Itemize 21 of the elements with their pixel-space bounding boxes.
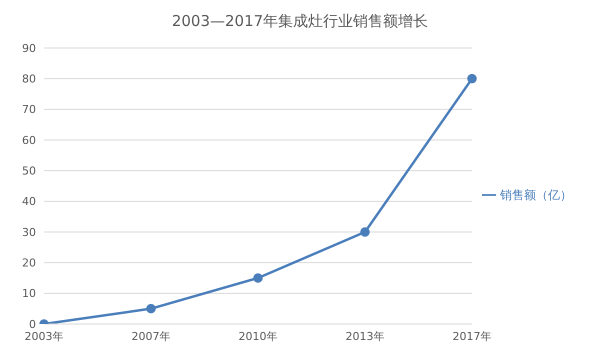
x-tick-label: 2017年: [452, 330, 492, 343]
y-tick-label: 20: [22, 256, 36, 270]
y-tick-label: 0: [29, 318, 36, 331]
chart-title: 2003—2017年集成灶行业销售额增长: [170, 11, 430, 32]
x-tick-label: 2010年: [238, 330, 278, 343]
legend-label: 销售额（亿）: [500, 188, 572, 202]
point: [146, 304, 156, 314]
point: [467, 74, 477, 84]
y-tick-label: 80: [22, 72, 36, 86]
x-tick-label: 2007年: [132, 330, 170, 343]
y-tick-label: 30: [22, 226, 36, 239]
y-tick-label: 70: [22, 103, 36, 116]
y-tick-label: 40: [22, 195, 36, 208]
x-tick-label: 2003年: [24, 330, 64, 343]
point: [253, 273, 263, 283]
y-tick-label: 90: [22, 42, 36, 55]
y-tick-label: 60: [22, 134, 36, 147]
x-tick-label: 2013年: [346, 330, 384, 343]
y-tick-label: 10: [22, 287, 36, 300]
y-tick-label: 50: [22, 164, 36, 178]
point: [360, 227, 370, 237]
